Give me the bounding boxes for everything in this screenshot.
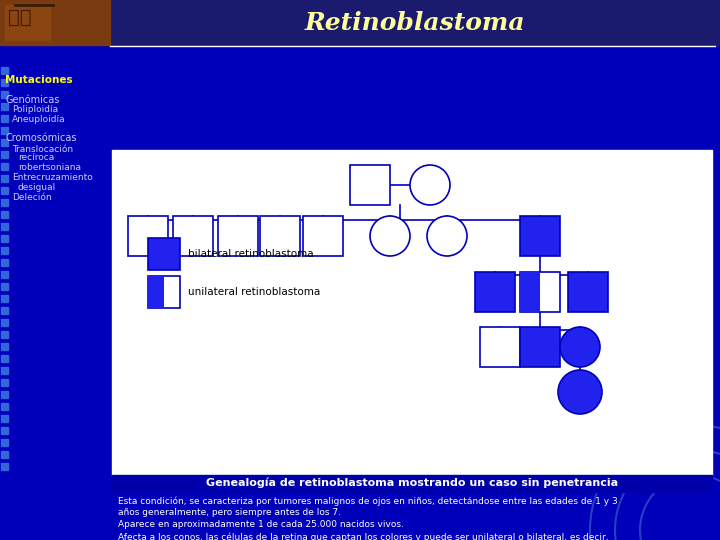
- Bar: [1, 91, 8, 98]
- Bar: [1, 391, 8, 398]
- Text: Genómicas: Genómicas: [5, 95, 59, 105]
- Bar: [520, 216, 560, 256]
- Bar: [1, 295, 8, 302]
- Bar: [303, 216, 343, 256]
- Bar: [1, 115, 8, 122]
- Bar: [1, 259, 8, 266]
- Bar: [1, 247, 8, 254]
- Text: robertsoniana: robertsoniana: [18, 163, 81, 172]
- Circle shape: [560, 327, 600, 367]
- Bar: [1, 355, 8, 362]
- Bar: [0, 46, 110, 540]
- Bar: [1, 283, 8, 290]
- Circle shape: [410, 165, 450, 205]
- Bar: [260, 216, 300, 256]
- Bar: [218, 216, 258, 256]
- Bar: [520, 272, 560, 312]
- Bar: [475, 272, 515, 312]
- Text: unilateral retinoblastoma: unilateral retinoblastoma: [188, 287, 320, 297]
- Bar: [1, 463, 8, 470]
- Bar: [128, 216, 168, 256]
- Circle shape: [370, 216, 410, 256]
- Bar: [1, 199, 8, 206]
- Text: recíroca: recíroca: [18, 153, 54, 163]
- Bar: [1, 151, 8, 158]
- Bar: [1, 319, 8, 326]
- Text: desigual: desigual: [18, 183, 56, 192]
- Bar: [1, 343, 8, 350]
- Text: Deleción: Deleción: [12, 193, 52, 202]
- Bar: [1, 427, 8, 434]
- Bar: [1, 235, 8, 242]
- Text: Retinoblastoma: Retinoblastoma: [305, 11, 526, 35]
- Bar: [173, 216, 213, 256]
- Bar: [520, 272, 540, 312]
- Bar: [480, 327, 520, 367]
- Bar: [1, 307, 8, 314]
- Bar: [112, 150, 712, 475]
- Bar: [1, 403, 8, 410]
- Bar: [5, 5, 50, 40]
- Text: Mutaciones: Mutaciones: [5, 75, 73, 85]
- Text: Poliploidía: Poliploidía: [12, 105, 58, 114]
- Bar: [1, 139, 8, 146]
- Text: Entrecruzamiento: Entrecruzamiento: [12, 173, 93, 183]
- Bar: [1, 223, 8, 230]
- Bar: [1, 163, 8, 170]
- Bar: [1, 211, 8, 218]
- Bar: [1, 103, 8, 110]
- Bar: [1, 415, 8, 422]
- Bar: [1, 379, 8, 386]
- Bar: [148, 238, 180, 270]
- Text: Translocación: Translocación: [12, 145, 73, 153]
- Bar: [1, 439, 8, 446]
- Bar: [0, 0, 720, 45]
- Text: ⼻⼻: ⼻⼻: [8, 8, 32, 27]
- Bar: [1, 127, 8, 134]
- Circle shape: [427, 216, 467, 256]
- Bar: [350, 165, 390, 205]
- Bar: [1, 79, 8, 86]
- Bar: [1, 67, 8, 74]
- Bar: [568, 272, 608, 312]
- Bar: [1, 187, 8, 194]
- Bar: [520, 327, 560, 367]
- Bar: [1, 367, 8, 374]
- Bar: [0, 0, 110, 45]
- Text: Aneuploidía: Aneuploidía: [12, 116, 66, 125]
- Bar: [1, 175, 8, 182]
- Text: Cromosómicas: Cromosómicas: [5, 133, 76, 143]
- Text: Esta condición, se caracteriza por tumores malignos de ojos en niños, detectándo: Esta condición, se caracteriza por tumor…: [118, 496, 618, 540]
- Bar: [1, 331, 8, 338]
- Bar: [1, 271, 8, 278]
- Circle shape: [558, 370, 602, 414]
- Bar: [148, 276, 180, 308]
- Text: Genealogía de retinoblastoma mostrando un caso sin penetrancia: Genealogía de retinoblastoma mostrando u…: [206, 478, 618, 488]
- Text: bilateral retinoblastoma: bilateral retinoblastoma: [188, 249, 314, 259]
- Bar: [148, 276, 164, 308]
- Bar: [112, 475, 712, 492]
- Bar: [1, 451, 8, 458]
